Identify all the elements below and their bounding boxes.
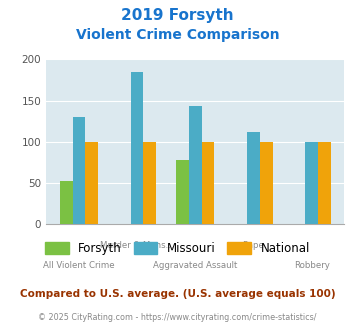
- Text: Violent Crime Comparison: Violent Crime Comparison: [76, 28, 279, 42]
- Bar: [305, 142, 318, 224]
- Text: Rape: Rape: [242, 241, 264, 250]
- Bar: [202, 142, 214, 224]
- Legend: Forsyth, Missouri, National: Forsyth, Missouri, National: [40, 237, 315, 260]
- Bar: [85, 142, 98, 224]
- Bar: [60, 182, 72, 224]
- Bar: [189, 106, 202, 224]
- Bar: [176, 160, 189, 224]
- Text: 2019 Forsyth: 2019 Forsyth: [121, 8, 234, 23]
- Text: © 2025 CityRating.com - https://www.cityrating.com/crime-statistics/: © 2025 CityRating.com - https://www.city…: [38, 313, 317, 322]
- Bar: [72, 117, 85, 224]
- Bar: [318, 142, 331, 224]
- Bar: [260, 142, 273, 224]
- Bar: [143, 142, 156, 224]
- Bar: [247, 132, 260, 224]
- Text: All Violent Crime: All Violent Crime: [43, 261, 115, 270]
- Text: Robbery: Robbery: [294, 261, 329, 270]
- Text: Murder & Mans...: Murder & Mans...: [100, 241, 174, 250]
- Text: Aggravated Assault: Aggravated Assault: [153, 261, 237, 270]
- Text: Compared to U.S. average. (U.S. average equals 100): Compared to U.S. average. (U.S. average …: [20, 289, 335, 299]
- Bar: [131, 72, 143, 224]
